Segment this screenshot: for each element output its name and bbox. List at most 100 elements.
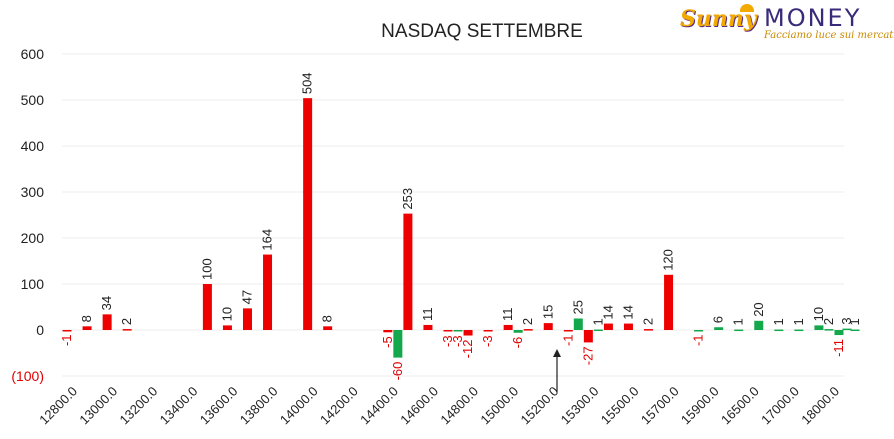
bar <box>122 329 132 331</box>
x-tick-label: 15300.0 <box>558 384 602 428</box>
x-tick-label: 14600.0 <box>397 384 441 428</box>
x-tick-label: 14800.0 <box>437 384 481 428</box>
data-label: 2 <box>520 318 535 325</box>
bar <box>603 323 613 330</box>
bar <box>82 326 92 330</box>
bar <box>593 329 603 332</box>
bar <box>62 330 72 332</box>
data-label: -1 <box>560 334 575 346</box>
bar <box>393 330 403 358</box>
bar <box>794 329 804 332</box>
y-tick-label: 600 <box>21 46 45 62</box>
data-label: -11 <box>831 339 846 357</box>
data-label: 100 <box>199 258 214 280</box>
bar <box>563 330 573 332</box>
y-tick-label: 200 <box>21 230 45 246</box>
y-tick-label: 500 <box>21 92 45 108</box>
y-tick-label: 100 <box>21 276 45 292</box>
data-label: 11 <box>420 307 435 321</box>
grid <box>62 53 844 377</box>
logo: Sunny MONEY Facciamo luce sui mercati <box>680 4 894 44</box>
bar <box>573 318 583 330</box>
x-tick-label: 13800.0 <box>237 384 281 428</box>
bar <box>543 323 553 330</box>
x-tick-label: 14400.0 <box>357 384 401 428</box>
bar <box>503 324 513 330</box>
bar <box>483 330 493 332</box>
x-tick-label: 17000.0 <box>758 384 802 428</box>
data-label: 11 <box>500 307 515 321</box>
bar <box>842 328 852 331</box>
x-tick-label: 15500.0 <box>598 384 642 428</box>
data-label: -5 <box>380 336 395 348</box>
data-label: 504 <box>300 72 315 94</box>
data-label: 15 <box>540 305 555 319</box>
bar <box>754 320 764 330</box>
y-tick-label: 0 <box>36 322 44 338</box>
data-label: -6 <box>510 337 525 349</box>
data-label: -3 <box>440 335 455 347</box>
data-label: 25 <box>570 300 585 314</box>
x-tick-label: 14200.0 <box>317 384 361 428</box>
data-label: 120 <box>661 249 676 271</box>
x-tick-label: 13200.0 <box>117 384 161 428</box>
bar <box>303 98 313 330</box>
bar <box>824 329 834 331</box>
data-label: 1 <box>731 318 746 325</box>
bars <box>62 98 860 358</box>
logo-tagline: Facciamo luce sui mercati <box>764 30 894 41</box>
bar <box>714 327 724 330</box>
x-tick-label: 13600.0 <box>197 384 241 428</box>
bar <box>242 308 252 330</box>
data-label: 10 <box>811 307 826 321</box>
bar <box>263 254 273 330</box>
data-label: -60 <box>390 362 405 381</box>
bar <box>583 330 593 343</box>
x-tick-label: 13400.0 <box>157 384 201 428</box>
sun-icon <box>740 4 754 12</box>
bar <box>513 330 523 333</box>
data-label: 8 <box>79 315 94 322</box>
data-label: -12 <box>460 340 475 359</box>
data-label: 253 <box>400 188 415 210</box>
x-tick-label: 13000.0 <box>76 384 120 428</box>
data-label: -3 <box>450 335 465 347</box>
bar <box>202 284 212 330</box>
bar <box>850 329 860 332</box>
data-label: 1 <box>791 318 806 325</box>
x-tick-label: 12800.0 <box>36 384 80 428</box>
y-tick-label: (100) <box>11 368 44 384</box>
bar <box>102 314 112 330</box>
bar <box>774 329 784 332</box>
y-axis: 600 500 400 300 200 100 0 (100) <box>11 46 44 384</box>
data-label: 8 <box>320 315 335 322</box>
bar <box>734 329 744 332</box>
bar <box>623 323 633 330</box>
y-tick-label: 300 <box>21 184 45 200</box>
data-label: 14 <box>620 305 635 319</box>
bar <box>834 330 844 336</box>
bar <box>403 213 413 330</box>
x-tick-label: 14000.0 <box>277 384 321 428</box>
bar <box>443 330 453 332</box>
data-label: 2 <box>119 318 134 325</box>
bar <box>664 274 674 330</box>
bar <box>814 325 824 330</box>
data-label: 47 <box>239 290 254 304</box>
x-tick-label: 15200.0 <box>518 384 562 428</box>
x-axis: 12800.013000.013200.013400.013600.013800… <box>36 384 842 428</box>
y-tick-label: 400 <box>21 138 45 154</box>
x-tick-label: 15000.0 <box>477 384 521 428</box>
data-label: 1 <box>847 318 862 325</box>
data-label: 2 <box>821 318 836 325</box>
bar <box>323 326 333 330</box>
data-label: 20 <box>751 302 766 316</box>
bar <box>694 330 704 332</box>
x-tick-label: 15700.0 <box>638 384 682 428</box>
x-tick-label: 16500.0 <box>718 384 762 428</box>
bar <box>523 329 533 331</box>
data-label: 1 <box>590 318 605 325</box>
data-label: 34 <box>99 296 114 310</box>
